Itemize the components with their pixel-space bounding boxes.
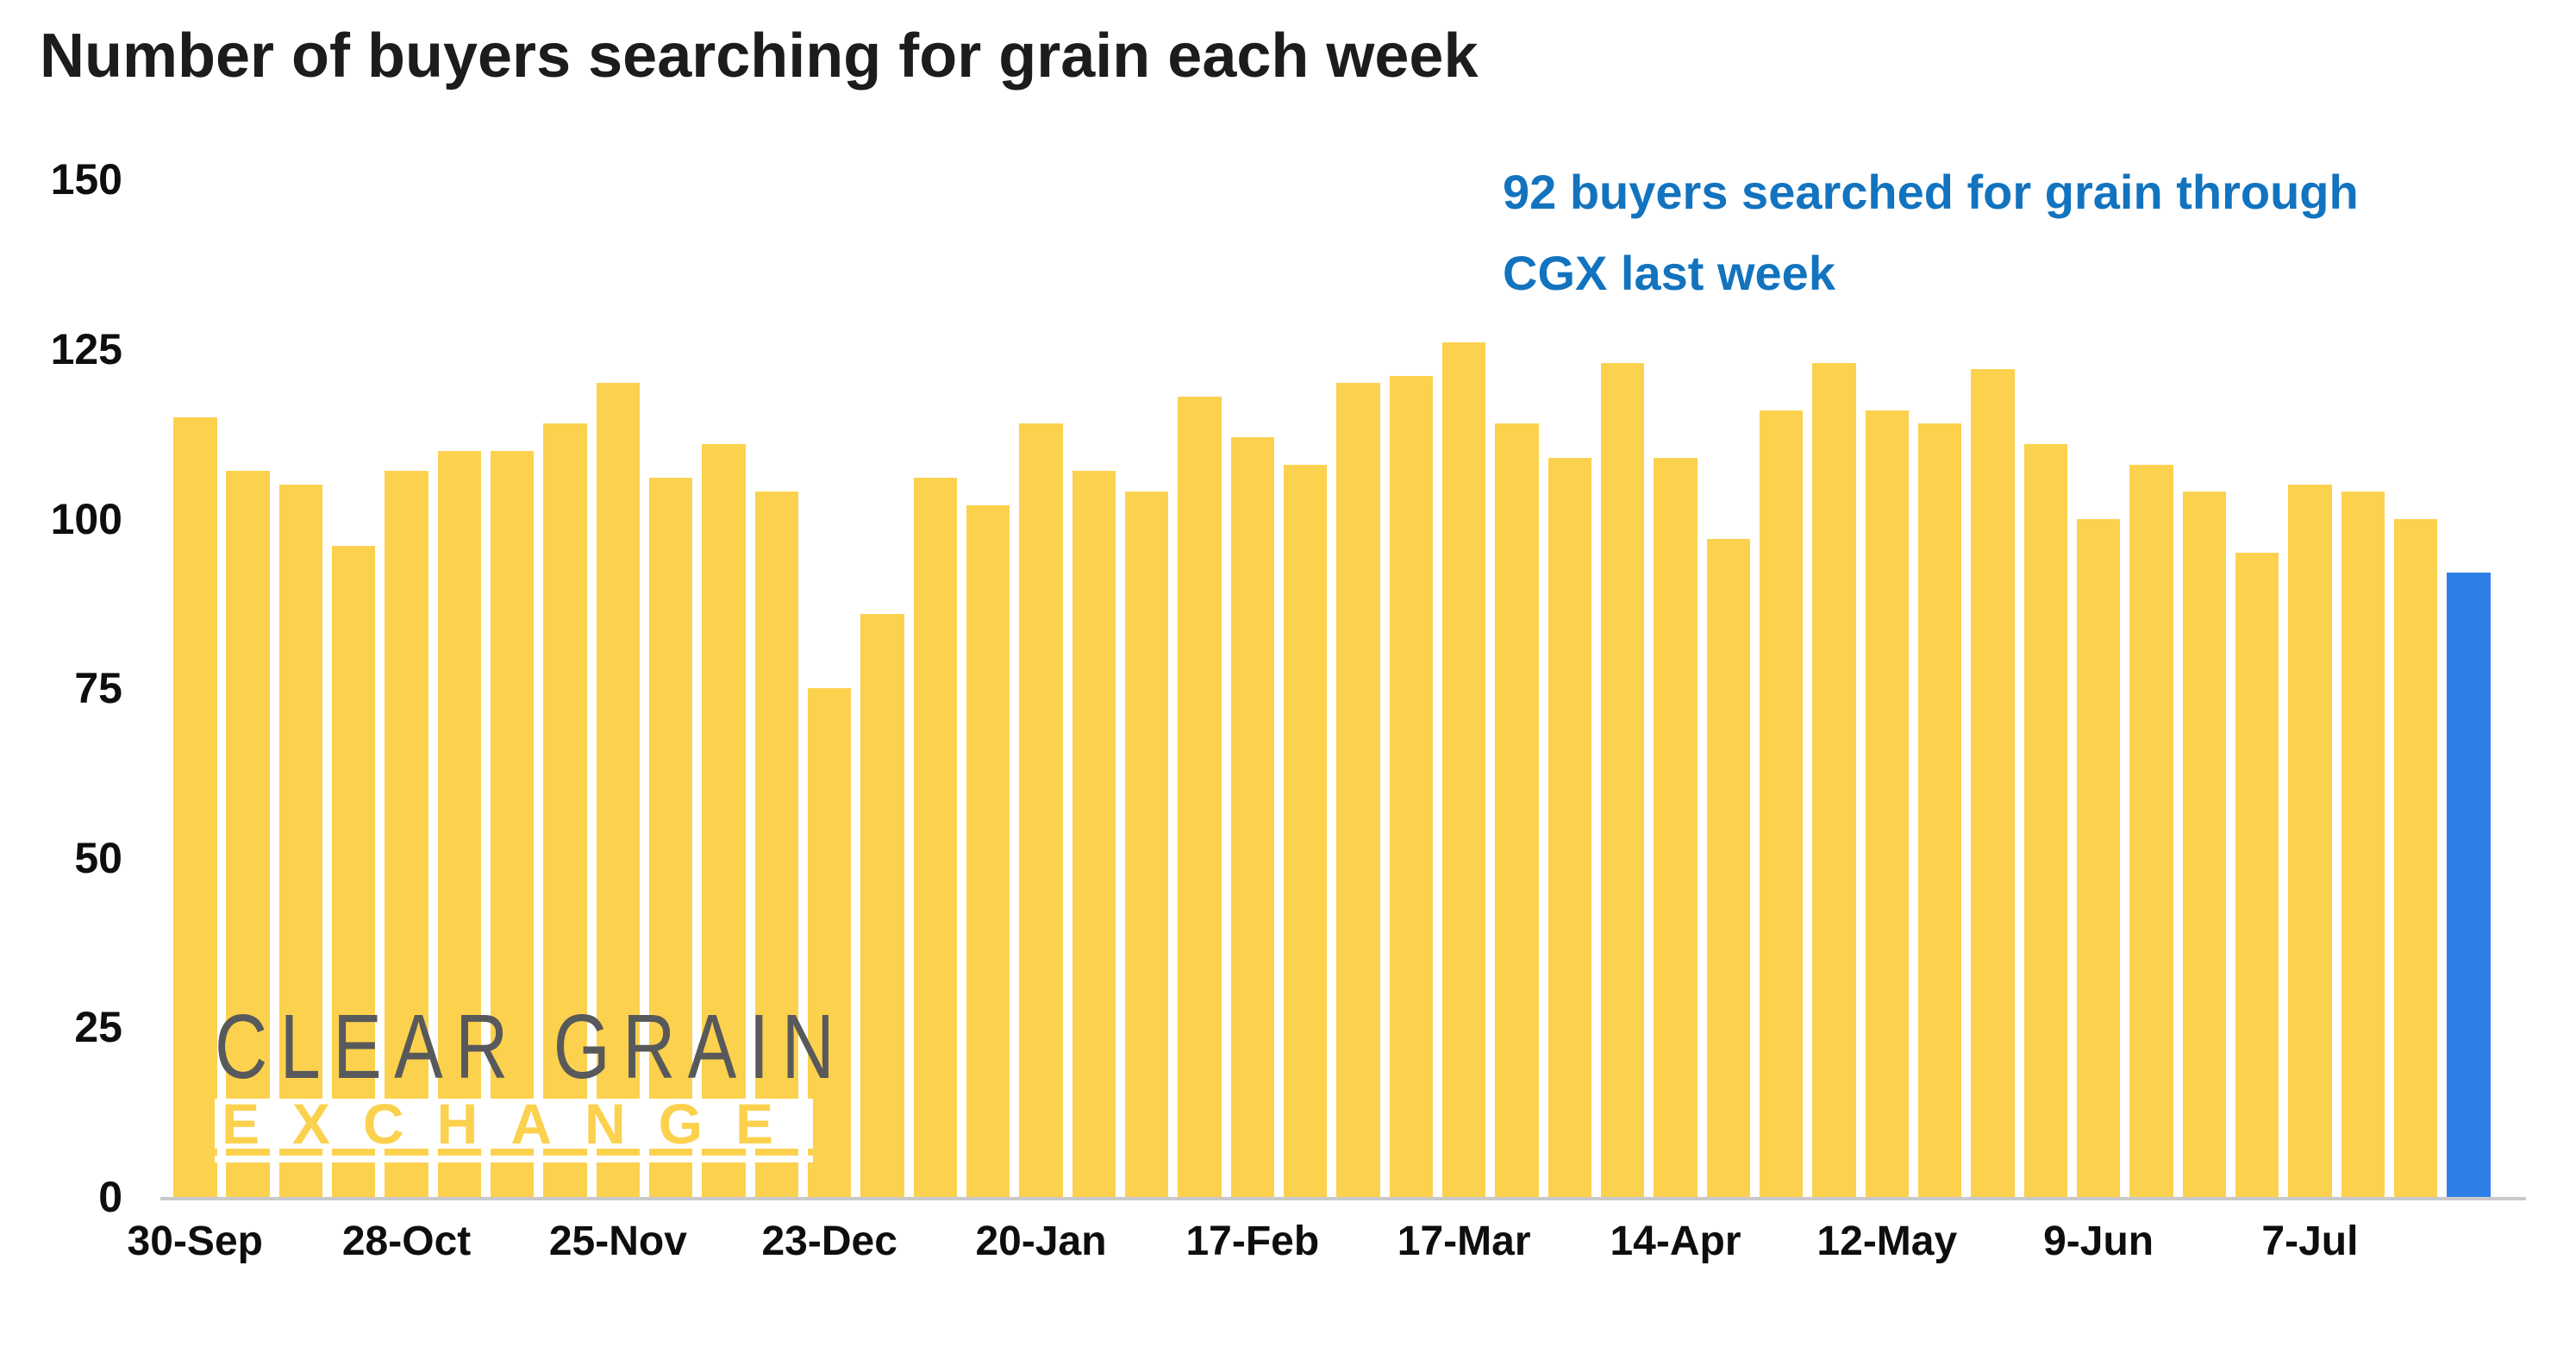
bar (807, 688, 852, 1197)
x-axis-tick-label: 28-Oct (341, 1219, 472, 1264)
bar (1865, 410, 1910, 1197)
bar (966, 504, 1010, 1197)
x-axis-tick-label: 25-Nov (548, 1219, 687, 1264)
x-axis-tick-label: 12-May (1816, 1219, 1958, 1264)
bar (543, 423, 587, 1197)
annotation-line1: 92 buyers searched for grain through (1503, 165, 2359, 219)
logo-band: EXCHANGE (215, 1099, 813, 1149)
bar (1971, 369, 2015, 1197)
x-axis-line (160, 1197, 2526, 1200)
x-axis-tick-label: 23-Dec (761, 1219, 897, 1264)
y-axis-tick-label: 125 (50, 324, 122, 373)
bar (1547, 457, 1592, 1197)
bar (1706, 539, 1751, 1197)
bar (2288, 485, 2332, 1197)
bar (1336, 383, 1380, 1197)
logo-text-clear-grain: CLEAR GRAIN (215, 996, 847, 1098)
bar (2076, 518, 2121, 1197)
bar (1441, 342, 1486, 1197)
chart-title: Number of buyers searching for grain eac… (40, 22, 1479, 91)
x-axis-tick-label: 14-Apr (1610, 1219, 1741, 1264)
x-axis-tick-label: 20-Jan (975, 1219, 1107, 1264)
bar (1654, 457, 1698, 1197)
highlighted-bar (2447, 573, 2491, 1197)
bar (1917, 423, 1962, 1197)
bar (226, 471, 270, 1197)
bar (1072, 471, 1116, 1197)
x-axis-tick-label: 17-Feb (1185, 1219, 1320, 1264)
bar (1389, 376, 1434, 1197)
logo-underline (215, 1156, 813, 1162)
y-axis-tick-label: 150 (50, 155, 122, 204)
bar (1124, 492, 1169, 1197)
bar (437, 450, 482, 1197)
y-axis-tick-label: 100 (50, 494, 122, 543)
bar (2235, 552, 2279, 1197)
bar (331, 545, 376, 1197)
bar (1019, 423, 1063, 1197)
bar (1812, 362, 1856, 1197)
annotation: 92 buyers searched for grain through CGX… (1503, 152, 2359, 314)
bar (385, 471, 428, 1197)
bar (648, 478, 693, 1197)
annotation-line2: CGX last week (1503, 246, 1835, 300)
y-axis-tick-label: 50 (74, 833, 122, 882)
x-axis-tick-label: 7-Jul (2261, 1219, 2359, 1264)
bar (1759, 410, 1804, 1197)
bar (2182, 492, 2227, 1197)
bar (1283, 464, 1328, 1197)
bar (2393, 518, 2438, 1197)
y-axis-tick-label: 0 (98, 1173, 122, 1221)
bar (596, 383, 641, 1197)
y-axis-tick-label: 75 (74, 664, 122, 713)
x-axis-tick-label: 9-Jun (2043, 1219, 2154, 1264)
bar (754, 492, 799, 1197)
bar (173, 417, 217, 1197)
y-axis-tick-label: 25 (74, 1003, 122, 1052)
bar (2129, 464, 2173, 1197)
bar (278, 485, 323, 1197)
x-axis-tick-label: 30-Sep (127, 1219, 263, 1264)
x-axis-tick-label: 17-Mar (1397, 1219, 1531, 1264)
bar (702, 443, 746, 1197)
bar (860, 613, 904, 1197)
bar (490, 450, 535, 1197)
bar (1230, 437, 1275, 1197)
bar (1600, 362, 1645, 1197)
bar (2341, 492, 2385, 1197)
logo-text-exchange: EXCHANGE (221, 1099, 807, 1149)
cgx-logo: CLEAR GRAIN EXCHANGE (215, 996, 847, 1162)
bar (1495, 423, 1539, 1197)
bar (1178, 396, 1222, 1197)
bar (2023, 443, 2068, 1197)
bar (913, 478, 958, 1197)
